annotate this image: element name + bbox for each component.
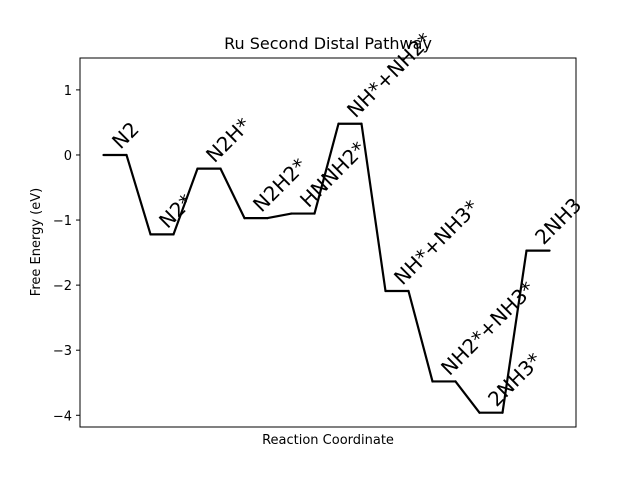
step-label: N2* [154, 189, 198, 233]
step-label: 2NH3* [483, 348, 546, 411]
chart-title: Ru Second Distal Pathway [224, 34, 432, 53]
transition-line [125, 153, 152, 236]
step-label: N2 [107, 117, 144, 154]
transition-line [313, 122, 340, 215]
transition-line [407, 289, 434, 383]
y-tick-label: −3 [53, 344, 72, 359]
transition-line [172, 167, 199, 236]
x-axis-label: Reaction Coordinate [262, 433, 394, 448]
transition-line [266, 212, 293, 220]
step-label: N2H* [201, 113, 255, 167]
transition-line [501, 249, 528, 414]
y-tick-label: 0 [64, 149, 72, 164]
y-axis: 1 0 −1 −2 −3 −4 [53, 84, 80, 424]
plot-frame [79, 57, 577, 428]
step-label: NH*+NH3* [389, 195, 483, 289]
y-tick-label: −4 [53, 409, 72, 424]
step-labels: N2N2*N2H*N2H2*HNNH2*NH*+NH2*NH*+NH3*NH2*… [107, 28, 586, 411]
step-label: N2H2* [248, 153, 311, 216]
energy-profile [102, 122, 551, 414]
y-tick-label: −2 [53, 279, 72, 294]
y-tick-label: 1 [64, 84, 72, 99]
transition-line [219, 167, 246, 220]
transition-line [454, 380, 481, 414]
y-axis-label: Free Energy (eV) [29, 188, 44, 296]
y-tick-label: −1 [53, 214, 72, 229]
transition-line [360, 122, 387, 293]
step-label: 2NH3 [530, 193, 586, 249]
